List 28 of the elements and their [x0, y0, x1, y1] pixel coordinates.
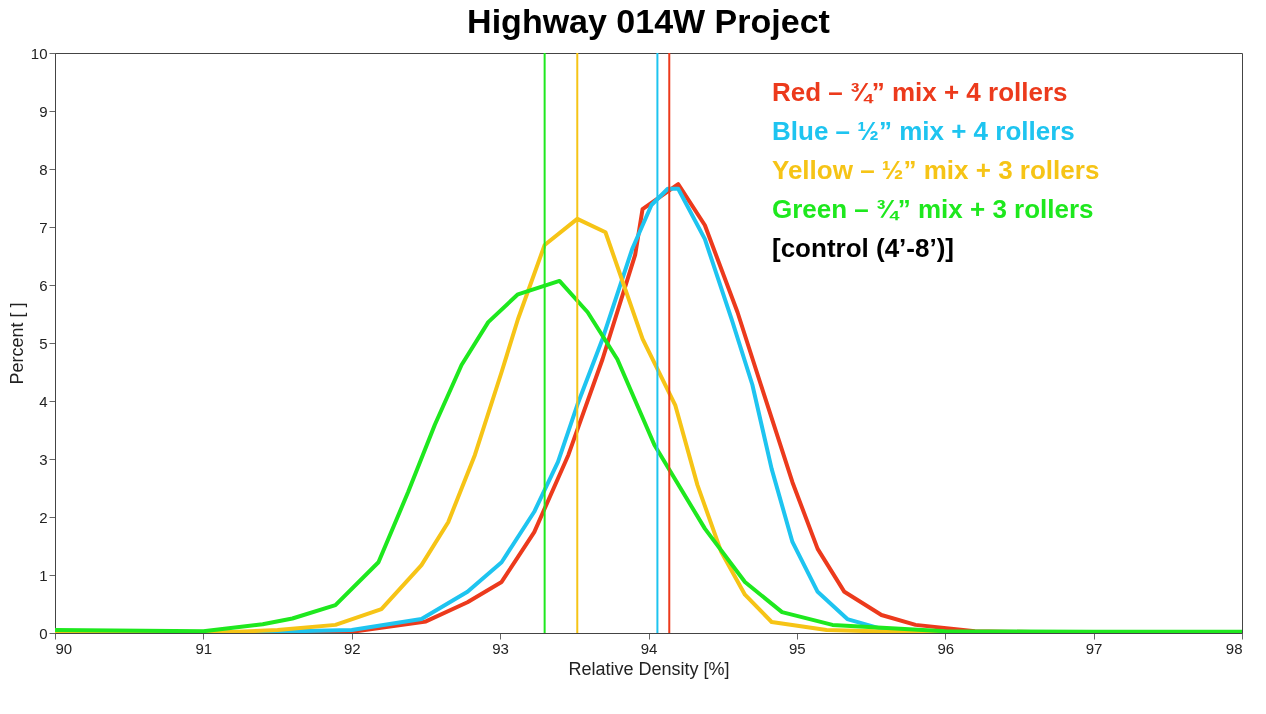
y-tick-label: 7 [39, 218, 48, 236]
x-tick-label: 94 [640, 639, 658, 657]
y-tick-label: 0 [39, 624, 48, 642]
annotation: [control (4’-8’)] [772, 233, 954, 263]
y-tick-label: 4 [39, 392, 48, 410]
y-axis-title: Percent [ ] [6, 302, 27, 385]
y-tick-label: 6 [39, 276, 48, 294]
x-axis-title: Relative Density [%] [568, 658, 730, 679]
y-tick-label: 5 [39, 334, 48, 352]
y-tick-label: 2 [39, 508, 48, 526]
y-tick-label: 1 [39, 566, 48, 584]
text: Green – ¾” mix + 3 rollers [772, 194, 1094, 224]
text: Blue – ½” mix + 4 rollers [772, 116, 1075, 146]
x-tick-label: 97 [1085, 639, 1103, 657]
x-tick-label: 93 [492, 639, 509, 657]
x-tick-label: 95 [789, 639, 806, 657]
x-tick-label: 92 [343, 639, 361, 657]
x-tick-label: 91 [195, 639, 213, 657]
x-tick-label: 96 [937, 639, 955, 657]
x-tick-label: 98 [1225, 639, 1243, 657]
y-tick-label: 8 [39, 160, 48, 178]
x-tick-label: 90 [55, 639, 73, 657]
y-tick-label: 10 [30, 44, 48, 62]
y-tick-label: 3 [39, 450, 48, 468]
y-tick-label: 9 [39, 102, 48, 120]
text: Red – ¾” mix + 4 rollers [772, 77, 1068, 107]
text: Yellow – ½” mix + 3 rollers [772, 155, 1100, 185]
chart-title: Highway 014W Project [467, 2, 830, 40]
